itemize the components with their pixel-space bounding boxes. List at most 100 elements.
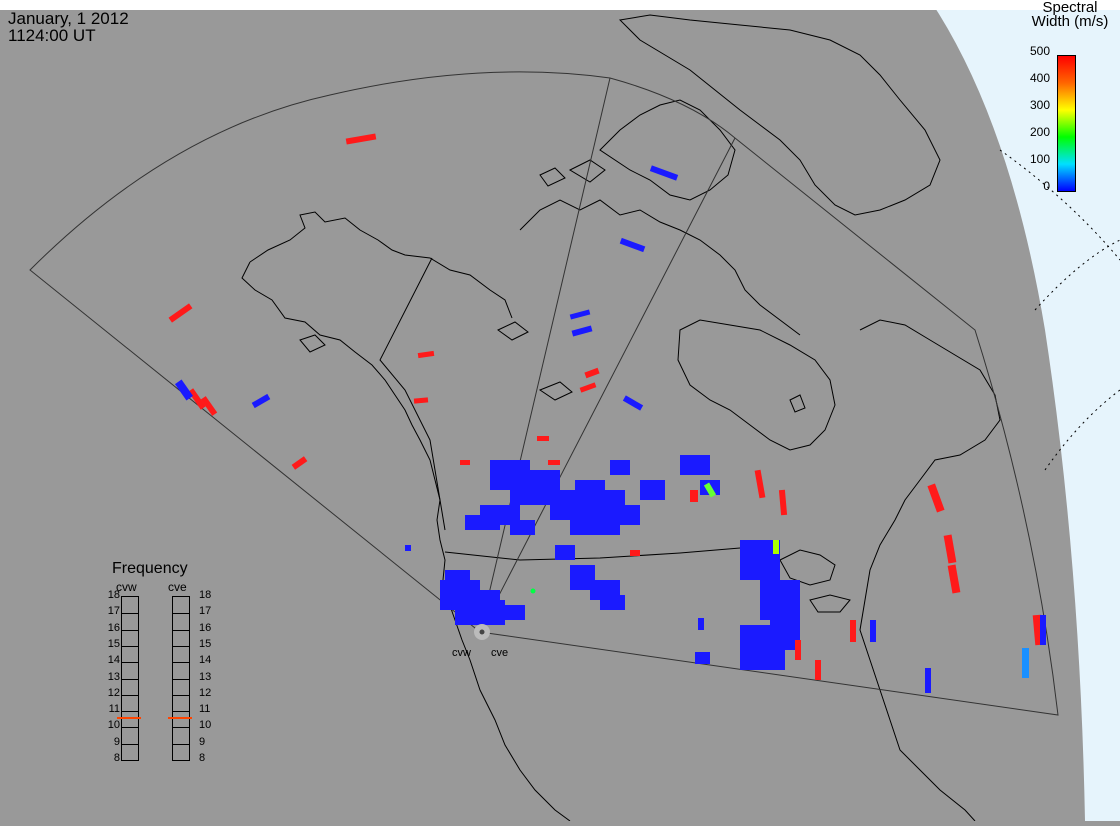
echo-cell <box>815 660 821 680</box>
echo-cell <box>174 379 194 401</box>
echo-cell <box>649 165 679 181</box>
colorbar-tick-label: 400 <box>1029 71 1050 85</box>
colorbar-tick-label: 300 <box>1029 98 1050 112</box>
latitude-circles <box>999 149 1120 471</box>
frequency-scale-label: 10 <box>107 719 120 732</box>
echo-cell <box>200 396 218 416</box>
echo-cell <box>584 367 600 379</box>
echo-cell <box>870 620 876 642</box>
echo-cell <box>251 393 271 409</box>
echo-cell <box>579 382 597 393</box>
echo-cell <box>778 489 788 516</box>
frequency-scale-label: 11 <box>108 703 120 716</box>
colorbar-tick-label: 500 <box>1029 44 1050 58</box>
echo-cell <box>619 237 646 253</box>
frequency-scale-label: 8 <box>113 752 120 764</box>
frequency-column-cvw <box>121 596 139 761</box>
frequency-scale-label: 10 <box>199 719 212 732</box>
echo-cell <box>1022 648 1029 678</box>
colorbar-tick-label: 200 <box>1029 125 1050 139</box>
polar-cap-region <box>930 0 1120 821</box>
echo-cell <box>850 620 856 642</box>
frequency-scale-label: 15 <box>107 637 120 650</box>
echo-cell <box>760 580 800 620</box>
colorbar-tick-label: 100 <box>1029 152 1050 166</box>
frequency-scale-label: 14 <box>107 654 120 667</box>
echo-cell <box>470 590 500 610</box>
colorbar-title-line1: Spectral <box>1042 0 1098 16</box>
frequency-scale-label: 11 <box>199 703 211 716</box>
frequency-scale-label: 9 <box>113 735 120 748</box>
echo-cell <box>698 618 704 630</box>
frequency-scale-label: 14 <box>199 654 212 667</box>
echo-cell <box>500 605 525 620</box>
echo-cell <box>575 480 605 500</box>
colorbar-title-line2: Width (m/s) <box>1031 13 1109 30</box>
echo-cell <box>943 534 957 564</box>
echo-cell <box>405 545 411 551</box>
echo-cell <box>465 515 500 530</box>
frequency-column-cve <box>172 596 190 761</box>
echo-cell <box>345 133 377 145</box>
radar-site-dot <box>479 629 485 635</box>
frequency-marker <box>117 716 141 719</box>
echo-cell <box>622 395 644 411</box>
frequency-marker <box>168 716 192 719</box>
colorbar-tick-label: 0 <box>1043 179 1050 193</box>
echo-cell <box>695 652 710 664</box>
frequency-label-cvw: cvw <box>116 580 137 594</box>
date-label: January, 1 2012 <box>8 9 129 28</box>
frequency-scale-label: 18 <box>199 589 212 601</box>
echo-cell <box>947 564 961 594</box>
frequency-scale-label: 9 <box>199 735 206 748</box>
frequency-scale-label: 16 <box>107 621 120 634</box>
coastlines <box>241 14 1001 822</box>
frequency-scale-label: 12 <box>107 686 120 699</box>
echo-cell <box>690 490 698 502</box>
frequency-title: Frequency <box>112 560 188 577</box>
frequency-scale-label: 13 <box>107 670 120 683</box>
top-band <box>0 0 1120 10</box>
frequency-scale-label: 15 <box>199 637 212 650</box>
echo-cell <box>168 303 193 323</box>
echo-cell <box>510 520 535 535</box>
echo-cell <box>413 397 429 404</box>
echo-cell <box>925 668 931 693</box>
frequency-scale-label: 16 <box>199 621 212 634</box>
borders <box>379 257 741 561</box>
colorbar <box>1057 55 1076 192</box>
echo-cell <box>927 483 945 513</box>
echo-cell <box>548 460 560 465</box>
echo-cell <box>773 540 779 554</box>
echo-cell <box>188 388 206 410</box>
frequency-scale-label: 12 <box>199 686 212 699</box>
echo-cell <box>555 545 575 560</box>
echo-cell <box>680 455 710 475</box>
echo-cell <box>703 482 717 498</box>
echo-cell <box>1040 615 1046 645</box>
echo-cell <box>291 456 308 470</box>
echo-cell <box>417 350 435 359</box>
echo-cell <box>795 640 801 660</box>
echo-cell <box>571 325 593 337</box>
scatter-echoes <box>168 133 1046 693</box>
green-echo-point <box>530 588 536 594</box>
frequency-label-cve: cve <box>168 580 187 594</box>
frequency-scale-label: 8 <box>199 752 206 764</box>
fov-outline <box>29 71 1059 716</box>
frequency-scale-label: 18 <box>107 589 120 601</box>
echo-cell <box>600 595 625 610</box>
echo-cell <box>445 570 470 585</box>
frequency-scale-label: 17 <box>107 605 120 618</box>
echo-cell <box>537 436 549 441</box>
frequency-scale-label: 17 <box>199 605 212 618</box>
time-label: 1124:00 UT <box>8 26 96 45</box>
frequency-scale-label: 13 <box>199 670 212 683</box>
radar-label-cvw: cvw <box>452 647 471 659</box>
echo-cell <box>460 460 470 465</box>
echo-cell <box>640 480 665 500</box>
echo-cell <box>630 550 640 556</box>
radar-label-cve: cve <box>491 647 509 659</box>
